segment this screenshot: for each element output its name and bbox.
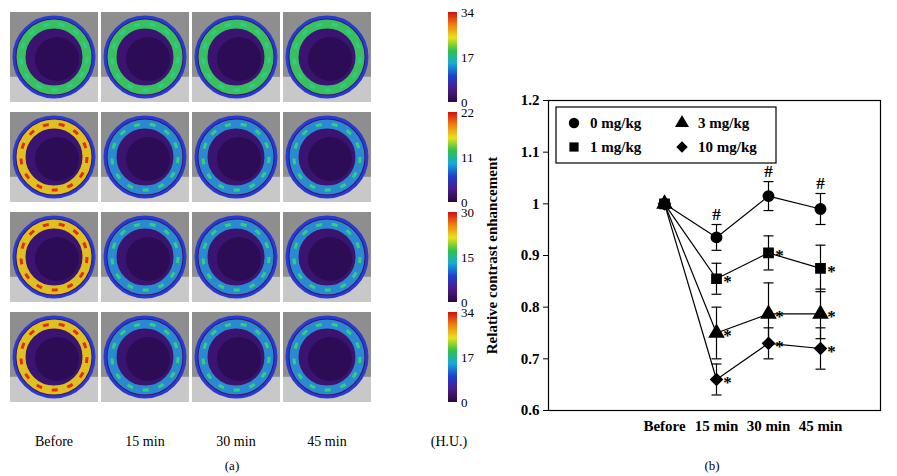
svg-text:*: * (723, 272, 732, 291)
svg-text:#: # (764, 162, 773, 181)
svg-text:1: 1 (532, 196, 540, 212)
svg-text:34: 34 (461, 305, 475, 320)
svg-text:1.2: 1.2 (521, 92, 540, 108)
svg-text:0: 0 (461, 294, 468, 310)
svg-text:0 mg/kg: 0 mg/kg (590, 115, 642, 131)
svg-text:15 min: 15 min (125, 434, 164, 449)
svg-text:*: * (775, 337, 784, 356)
svg-text:15: 15 (461, 250, 474, 265)
svg-text:0.7: 0.7 (521, 351, 540, 367)
svg-text:34: 34 (461, 5, 475, 20)
svg-text:*: * (723, 326, 732, 345)
svg-text:Before: Before (643, 418, 686, 434)
svg-text:Before: Before (35, 434, 73, 449)
svg-text:0: 0 (461, 194, 468, 210)
svg-text:#: # (816, 174, 825, 193)
svg-text:0: 0 (461, 94, 468, 110)
svg-text:22: 22 (461, 105, 474, 120)
svg-text:17: 17 (461, 350, 475, 365)
svg-text:0.6: 0.6 (521, 402, 540, 418)
svg-text:45 min: 45 min (307, 434, 346, 449)
svg-text:*: * (827, 262, 836, 281)
svg-text:11: 11 (461, 150, 474, 165)
svg-text:#: # (712, 205, 721, 224)
svg-text:1.1: 1.1 (521, 144, 540, 160)
svg-text:*: * (827, 307, 836, 326)
svg-text:(H.U.): (H.U.) (431, 434, 468, 450)
svg-text:*: * (775, 246, 784, 265)
svg-text:(a): (a) (225, 458, 239, 473)
svg-text:17: 17 (461, 50, 475, 65)
svg-text:45 min: 45 min (799, 418, 843, 434)
svg-text:1 mg/kg: 1 mg/kg (590, 139, 642, 155)
svg-text:0: 0 (461, 395, 468, 410)
svg-text:*: * (827, 342, 836, 361)
svg-text:15 min: 15 min (695, 418, 739, 434)
svg-text:30: 30 (461, 205, 474, 220)
svg-text:Relative contrast enhancement: Relative contrast enhancement (484, 157, 500, 354)
svg-text:(b): (b) (704, 458, 719, 473)
svg-text:3 mg/kg: 3 mg/kg (698, 115, 750, 131)
svg-text:*: * (723, 373, 732, 392)
svg-text:30 min: 30 min (747, 418, 791, 434)
svg-text:*: * (775, 307, 784, 326)
svg-text:10 mg/kg: 10 mg/kg (698, 139, 757, 155)
svg-text:30 min: 30 min (216, 434, 255, 449)
svg-text:0.8: 0.8 (521, 299, 540, 315)
svg-text:0.9: 0.9 (521, 247, 540, 263)
